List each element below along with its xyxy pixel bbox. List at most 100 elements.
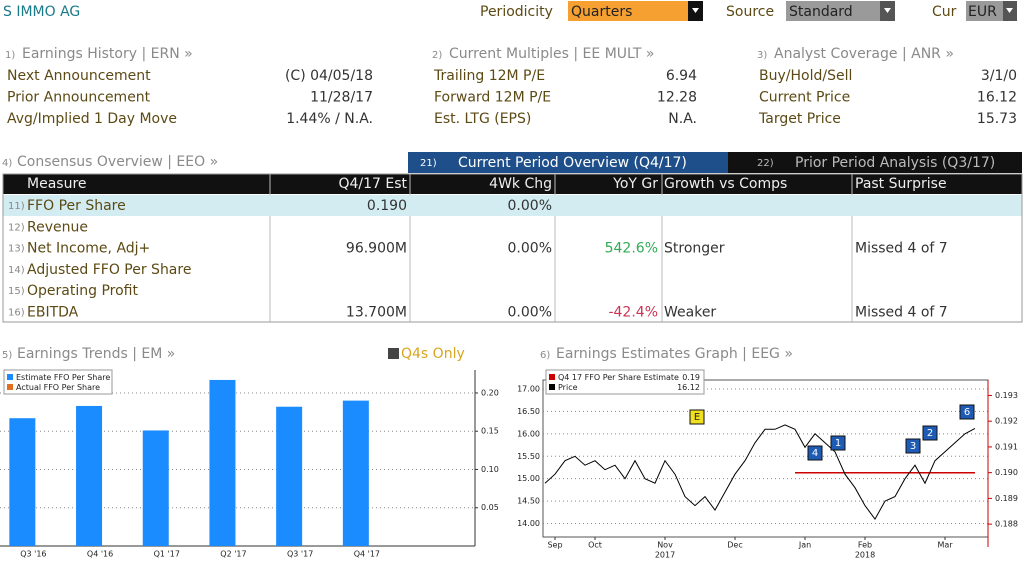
event-label: 2 [927,428,933,439]
x-tick-label: Q3 '17 [287,550,313,559]
panel-number: 2) [432,50,442,61]
event-marker[interactable] [830,435,846,451]
x-tick-label: Sep [547,541,562,550]
legend-box [545,369,705,395]
currency-label: Cur [932,4,957,20]
panel-title[interactable]: Earnings Trends | EM » [17,346,175,362]
legend-label: Q4 17 FFO Per Share Estimate [558,373,679,382]
panel-number: 1) [5,50,15,61]
tab-label[interactable]: Current Period Overview (Q4/17) [458,155,687,171]
row-number: 13) [8,244,25,255]
row-label: Trailing 12M P/E [433,68,545,84]
panel-title[interactable]: Current Multiples | EE MULT » [449,46,654,62]
bar [9,418,36,546]
table-cell: EBITDA [27,305,79,321]
table-cell: -42.4% [608,305,658,321]
row-number: 16) [8,308,25,319]
row-label: Prior Announcement [7,90,151,106]
bar [209,379,236,546]
tab-active[interactable] [408,152,728,173]
table-cell: FFO Per Share [27,198,126,214]
legend-box [3,369,113,395]
row-label: Avg/Implied 1 Day Move [7,111,177,127]
x-group-label: 2018 [855,551,875,560]
event-marker[interactable] [689,409,705,425]
checkbox[interactable] [388,348,399,359]
row-value: 15.73 [977,111,1017,127]
row-number: 14) [8,265,25,276]
table-cell: Weaker [664,305,716,321]
y-tick-label: 14.50 [517,497,540,506]
table-cell: Missed 4 of 7 [855,241,948,257]
row-label: Buy/Hold/Sell [759,68,852,84]
table-cell: 13.700M [346,305,407,321]
row-highlight [3,195,1022,216]
row-value: 1.44% / N.A. [286,111,373,127]
event-marker[interactable] [959,404,975,420]
y-tick-label: 0.20 [481,388,499,397]
currency-value[interactable]: EUR [968,4,997,20]
y2-tick-label: 0.188 [995,520,1018,529]
legend-label: Estimate FFO Per Share [16,373,110,382]
row-number: 15) [8,286,25,297]
table-cell: 0.00% [508,241,552,257]
y-tick-label: 16.00 [517,429,540,438]
row-value: 16.12 [977,90,1017,106]
toggle-label[interactable]: Q4s Only [401,346,465,362]
arrow-icon [692,8,699,13]
x-tick-label: Q3 '16 [20,550,46,559]
x-tick-label: Q1 '17 [154,550,180,559]
periodicity-dropdown[interactable] [568,1,703,21]
legend-swatch [549,374,555,380]
bar [342,400,369,546]
column-header: Q4/17 Est [338,176,407,192]
row-label: Forward 12M P/E [434,90,551,106]
row-label: Current Price [759,90,850,106]
x-tick-label: Dec [727,541,742,550]
tab-label[interactable]: Prior Period Analysis (Q3/17) [795,155,995,171]
event-marker[interactable] [922,425,938,441]
event-marker[interactable] [905,438,921,454]
line-series [544,424,976,521]
event-label: E [694,412,700,423]
panel-number: 3) [757,50,767,61]
y2-tick-label: 0.191 [995,442,1018,451]
y-tick-label: 17.00 [517,384,540,393]
bar [142,430,169,546]
column-header: Measure [27,176,87,192]
panel-title[interactable]: Earnings Estimates Graph | EEG » [556,346,793,362]
x-tick-label: Q2 '17 [220,550,246,559]
x-tick-label: Feb [858,541,872,550]
table-cell: 0.190 [367,198,407,214]
legend-swatch [7,384,13,390]
column-header: 4Wk Chg [489,176,552,192]
row-value: 11/28/17 [310,90,373,106]
x-tick-label: Q4 '17 [354,550,380,559]
panel-title[interactable]: Consensus Overview | EEO » [17,154,218,170]
y-tick-label: 15.50 [517,452,540,461]
source-dropdown[interactable] [786,1,895,21]
legend-value: 16.12 [677,383,700,392]
source-value[interactable]: Standard [789,4,853,20]
periodicity-value[interactable]: Quarters [571,4,632,20]
tab[interactable] [728,152,1022,173]
column-header: YoY Gr [612,176,658,192]
tab-number: 21) [420,158,437,169]
row-value: 3/1/0 [981,68,1017,84]
y-tick-label: 14.00 [517,519,540,528]
periodicity-label: Periodicity [480,4,553,20]
y-tick-label: 0.15 [481,427,499,436]
table-border [2,173,1023,323]
y-tick-label: 15.00 [517,474,540,483]
panel-title[interactable]: Earnings History | ERN » [22,46,193,62]
row-label: Est. LTG (EPS) [434,111,531,127]
event-marker[interactable] [807,445,823,461]
event-label: 1 [835,438,841,449]
table-header [3,174,1022,194]
panel-title[interactable]: Analyst Coverage | ANR » [774,46,954,62]
column-header: Past Surprise [855,176,947,192]
table-cell: 542.6% [605,241,658,257]
y-tick-label: 0.05 [481,503,499,512]
legend-label: Price [558,383,578,392]
